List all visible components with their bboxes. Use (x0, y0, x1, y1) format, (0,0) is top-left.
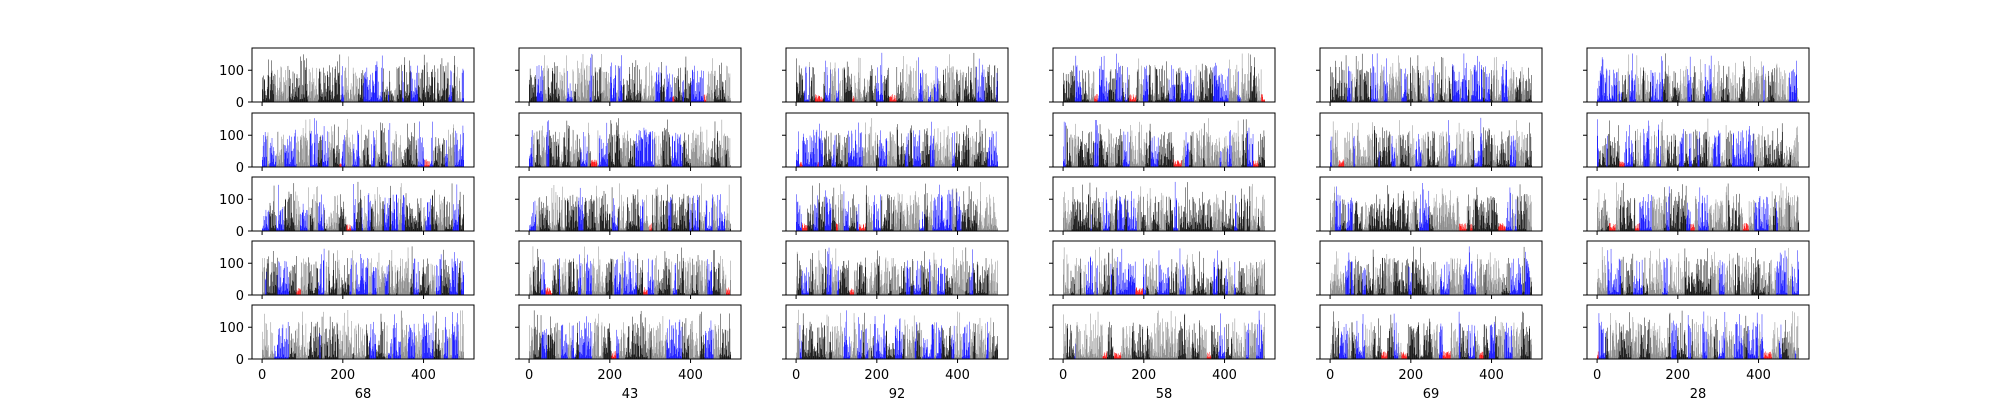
bar-series (262, 54, 464, 102)
panel-r1-c4 (1049, 47, 1276, 106)
y-tick-label: 100 (219, 64, 244, 79)
panel-r1-c1: 0 100 (219, 47, 475, 111)
bar-series (1063, 118, 1265, 167)
bar-series (1063, 53, 1265, 102)
bar-series (796, 52, 998, 102)
axes-frame (1052, 47, 1276, 103)
axes-frame (1586, 47, 1810, 103)
panel-r2-c4 (1049, 112, 1276, 171)
axes-frame (518, 112, 742, 168)
panel-r2-c2 (515, 112, 742, 171)
panel-r1-c2 (515, 47, 742, 106)
bar-series (262, 118, 464, 167)
bar-series (796, 118, 998, 167)
y-tick-label: 100 (219, 129, 244, 144)
axes-frame (1319, 47, 1543, 103)
bar-series (1597, 53, 1799, 102)
y-tick-label: 0 (236, 96, 244, 111)
axes-frame (251, 47, 475, 103)
panel-r1-c3 (782, 47, 1009, 106)
bar-series (529, 118, 731, 167)
axes-frame (785, 112, 1009, 168)
panel-r2-c3 (782, 112, 1009, 171)
axes-frame (785, 47, 1009, 103)
bar-series (1330, 53, 1532, 102)
y-tick-label: 0 (236, 161, 244, 176)
bar-series (529, 53, 731, 102)
panel-r1-c5 (1316, 47, 1543, 106)
axes-frame (518, 47, 742, 103)
panel-r1-c6 (1583, 47, 1810, 106)
panel-r2-c1: 0 100 (219, 112, 475, 176)
axes-frame (251, 112, 475, 168)
